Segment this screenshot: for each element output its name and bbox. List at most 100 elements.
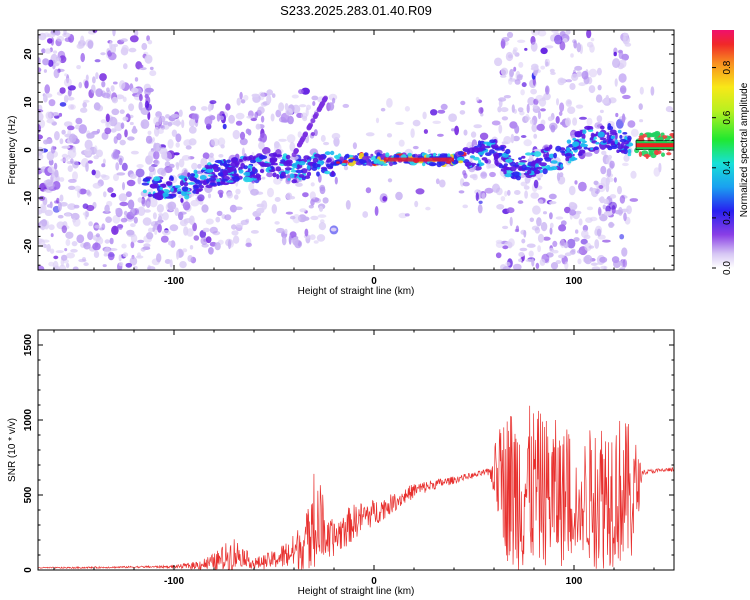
- spectrogram-cell: [110, 85, 115, 92]
- spectrogram-ridge-cell: [326, 163, 330, 168]
- spectrogram-cell: [76, 43, 84, 49]
- spectrogram-ridge-cell: [345, 153, 350, 159]
- spectrogram-cell: [285, 211, 293, 215]
- spectrogram-ridge-cell: [553, 152, 557, 159]
- spectrogram-ridge-cell: [280, 171, 286, 177]
- spectrogram-ridge-cell: [661, 152, 665, 157]
- spectrogram-cell: [129, 121, 134, 126]
- spectrogram-ridge-cell: [614, 139, 618, 145]
- colorbar-tick-label: 0.2: [722, 211, 733, 225]
- spectrogram-cell: [505, 261, 511, 267]
- spectrogram-cell: [309, 191, 316, 201]
- spectrogram-cell: [121, 44, 129, 54]
- spectrogram-cell: [301, 112, 308, 120]
- spectrogram-ytick-label: 10: [23, 96, 34, 108]
- spectrogram-cell: [586, 206, 594, 211]
- spectrogram-ridge-cell: [248, 155, 254, 161]
- spectrogram-cell: [266, 89, 274, 96]
- spectrogram-ridge-cell: [503, 170, 507, 175]
- spectrogram-ridge-cell: [223, 160, 227, 167]
- spectrogram-cell: [619, 85, 627, 94]
- spectrogram-cell: [291, 104, 301, 114]
- spectrogram-cell: [83, 241, 91, 250]
- spectrogram-cell: [573, 237, 580, 242]
- spectrogram-ridge-cell: [388, 161, 394, 167]
- spectrogram-cell: [53, 255, 59, 260]
- spectrogram-ridge-cell: [212, 165, 219, 171]
- spectrogram-edge-band-core: [636, 143, 674, 148]
- spectrogram-cell: [86, 132, 95, 139]
- spectrogram-cell: [140, 247, 146, 252]
- spectrogram-ridge-cell: [439, 153, 448, 159]
- spectrogram-cell: [49, 248, 55, 254]
- spectrogram-cell: [217, 137, 226, 147]
- spectrogram-ridge-cell: [276, 173, 280, 180]
- spectrogram-ridge-cell: [214, 159, 223, 164]
- spectrogram-cell: [67, 104, 76, 110]
- spectrogram-cell: [161, 229, 171, 236]
- spectrogram-cell: [179, 219, 188, 227]
- spectrogram-ridge-cell: [147, 193, 153, 197]
- spectrogram-cell: [548, 201, 557, 205]
- spectrogram-ridge-cell: [385, 152, 390, 158]
- spectrogram-cell: [425, 206, 431, 211]
- spectrogram-ridge-cell: [457, 151, 464, 156]
- spectrogram-cell: [65, 262, 70, 269]
- spectrogram-cell: [48, 261, 55, 267]
- spectrogram-cell: [247, 129, 252, 136]
- spectrogram-cell: [557, 77, 566, 86]
- spectrogram-cell: [558, 224, 567, 232]
- spectrogram-ridge-cell: [251, 166, 256, 173]
- spectrogram-ridge-cell: [270, 158, 278, 162]
- spectrogram-cell: [310, 182, 315, 187]
- spectrogram-cell: [565, 79, 573, 83]
- spectrogram-cell: [59, 177, 65, 182]
- spectrogram-cell: [596, 115, 603, 123]
- spectrogram-cell: [578, 218, 583, 226]
- spectrogram-cell: [157, 215, 163, 225]
- spectrogram-ridge-cell: [184, 177, 188, 182]
- spectrogram-cell: [196, 170, 202, 175]
- spectrogram-cell: [112, 214, 121, 224]
- spectrogram-cell: [554, 34, 563, 45]
- spectrogram-cell: [517, 39, 526, 43]
- spectrogram-cell: [555, 116, 560, 124]
- spectrogram-cell: [605, 177, 610, 186]
- spectrogram-cell: [498, 124, 503, 134]
- spectrogram-cell: [147, 266, 156, 270]
- spectrogram-cell: [201, 106, 208, 111]
- spectrogram-ridge-cell: [428, 162, 437, 167]
- spectrogram-cell: [512, 49, 517, 55]
- spectrogram-ridge-cell: [217, 172, 224, 177]
- spectrogram-ridge-cell: [525, 152, 532, 156]
- spectrogram-cell: [209, 100, 217, 105]
- spectrogram-cell: [486, 163, 491, 170]
- spectrogram-cell: [529, 119, 535, 125]
- spectrogram-cell: [577, 258, 582, 265]
- spectrogram-cell: [68, 185, 76, 190]
- spectrogram-ridge-cell: [307, 164, 311, 170]
- spectrogram-cell: [104, 239, 110, 244]
- spectrogram-cell: [481, 192, 486, 200]
- spectrogram-cell: [570, 131, 576, 135]
- spectrogram-ridge-cell: [142, 179, 149, 182]
- spectrogram-cell: [608, 221, 614, 228]
- spectrogram-ridge-cell: [498, 164, 505, 169]
- spectrogram-cell: [182, 201, 191, 211]
- spectrogram-cell: [606, 168, 612, 178]
- spectrogram-cell: [57, 214, 64, 219]
- spectrogram-cell: [534, 227, 541, 234]
- spectrogram-cell: [153, 150, 160, 160]
- spectrogram-cell: [82, 101, 87, 108]
- spectrogram-cell: [312, 101, 316, 106]
- spectrogram-cell: [622, 162, 629, 167]
- spectrogram-cell: [67, 165, 74, 173]
- spectrogram-cell: [122, 252, 129, 257]
- spectrogram-cell: [512, 135, 520, 142]
- spectrogram-cell: [86, 204, 95, 212]
- spectrogram-ridge-cell: [231, 173, 238, 177]
- spectrogram-ridge-cell: [490, 143, 499, 149]
- spectrogram-cell: [208, 156, 215, 163]
- spectrogram-cell: [227, 239, 232, 250]
